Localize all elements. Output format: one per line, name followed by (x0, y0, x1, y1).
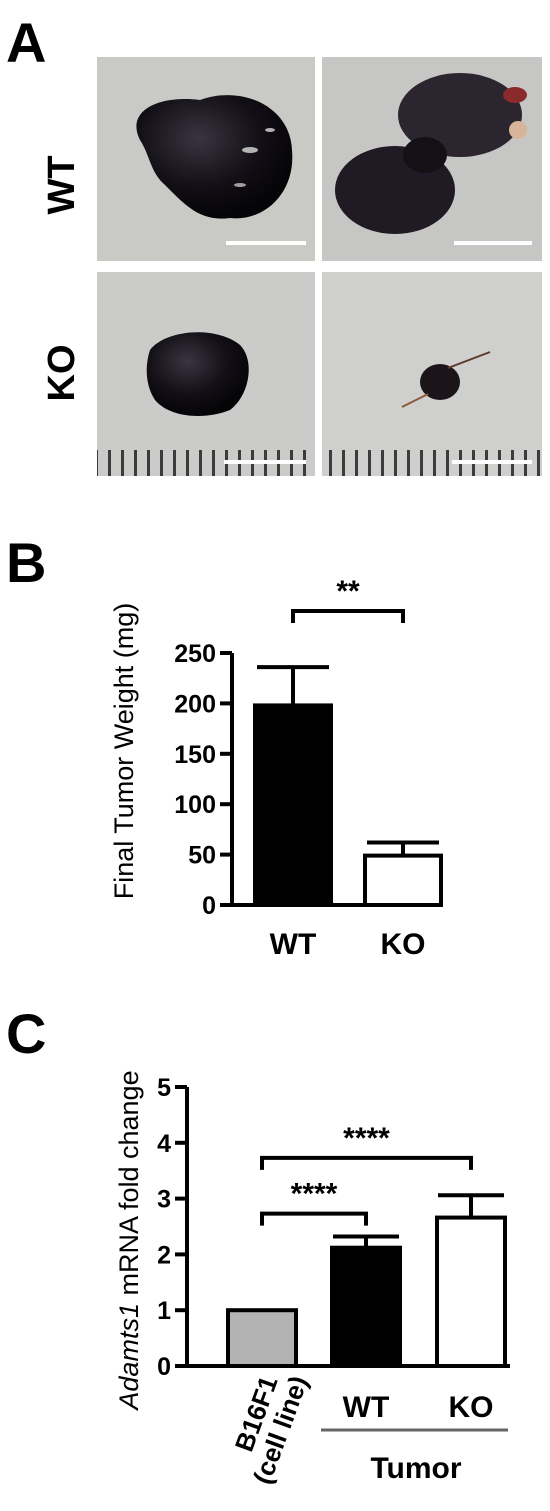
group-label: Tumor (370, 1452, 461, 1485)
y-tick-label-3: 3 (157, 1186, 171, 1214)
y-tick-label-5: 250 (174, 640, 216, 668)
significance-label-0: **** (291, 1178, 338, 1211)
photo-ko-1 (97, 272, 315, 476)
row-label-wt: WT (41, 155, 83, 214)
y-axis-label-gene: Adamts1 (114, 1303, 144, 1412)
y-axis-label-rest: mRNA fold change (114, 1070, 144, 1303)
y-tick-label-4: 200 (174, 690, 216, 718)
bar-1 (363, 853, 443, 907)
x-tick-label-1: KO (381, 928, 426, 961)
significance-label-1: **** (343, 1122, 390, 1155)
bar-2 (435, 1215, 507, 1369)
y-tick-label-5: 5 (157, 1074, 171, 1102)
photo-ko-2 (322, 272, 542, 476)
y-tick-label-0: 0 (202, 892, 216, 920)
panel-b-letter: B (6, 531, 46, 594)
significance-label-0: ** (336, 575, 360, 608)
bar-1 (330, 1245, 402, 1368)
x-tick-label-1: WT (343, 1391, 390, 1424)
y-tick-label-1: 1 (157, 1297, 171, 1325)
significance-bracket-1 (260, 1155, 473, 1170)
x-tick-label-2: KO (449, 1391, 494, 1424)
significance-bracket-0 (260, 1211, 368, 1226)
y-axis-label: Final Tumor Weight (mg) (109, 603, 139, 900)
row-label-ko: KO (41, 345, 83, 402)
photo-wt-1 (97, 57, 315, 261)
bar-0 (253, 703, 333, 908)
y-tick-label-4: 4 (157, 1130, 171, 1158)
significance-bracket-0 (291, 609, 405, 623)
y-tick-label-3: 150 (174, 741, 216, 769)
bar-0 (226, 1308, 298, 1368)
y-tick-label-0: 0 (157, 1353, 171, 1381)
chart-b: 0 50 100 150 200 250 ** WT KO Final Tumor Weight … (109, 575, 443, 961)
x-tick-label-0: WT (270, 928, 317, 961)
photo-wt-2 (322, 57, 542, 261)
panel-a-letter: A (6, 11, 46, 74)
y-tick-label-2: 100 (174, 791, 216, 819)
y-tick-label-2: 2 (157, 1241, 171, 1269)
y-axis-label: Adamts1 mRNA fold change (114, 1070, 144, 1411)
panel-c-letter: C (6, 1002, 46, 1065)
y-tick-label-1: 50 (188, 842, 216, 870)
